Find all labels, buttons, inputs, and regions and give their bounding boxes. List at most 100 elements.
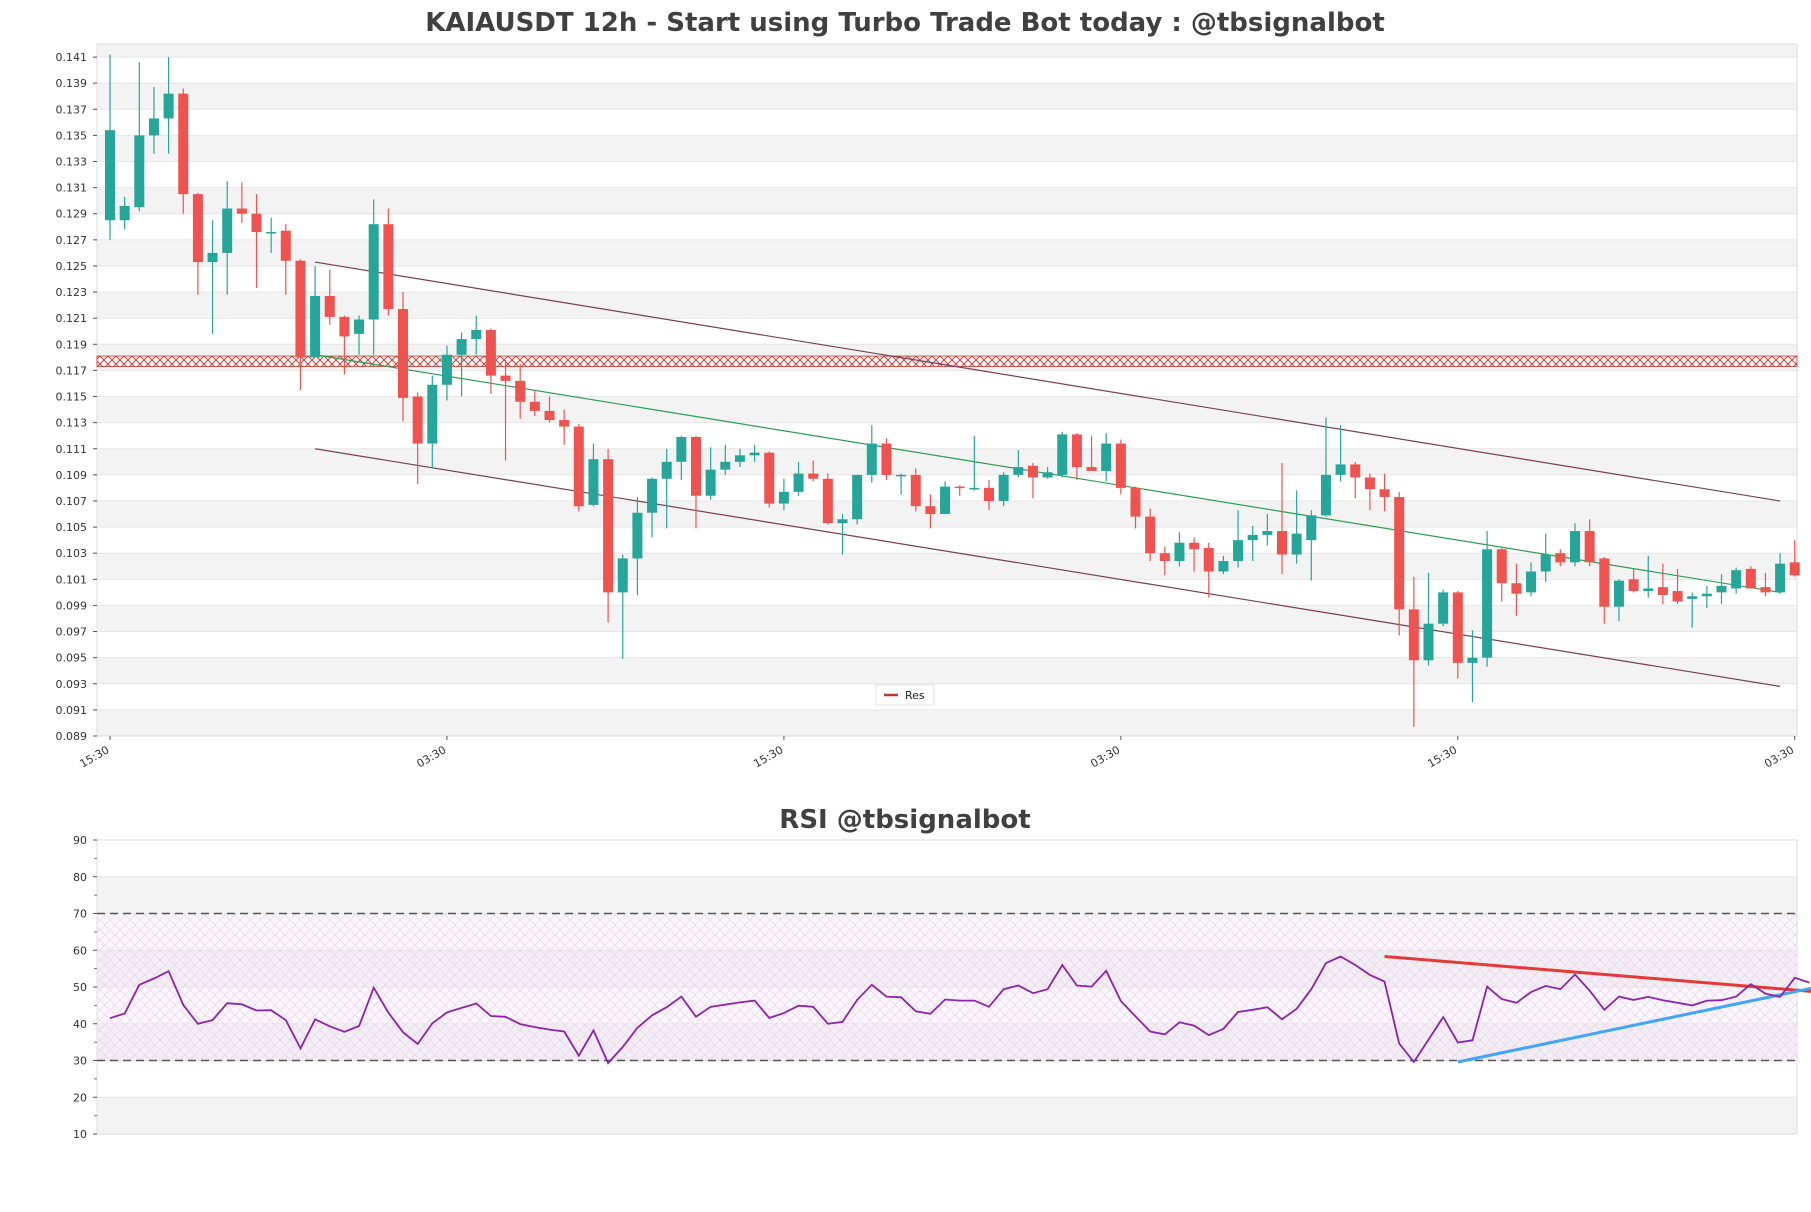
candle (1277, 463, 1287, 575)
candle-body (485, 329, 496, 376)
price-grid-band (97, 605, 1797, 632)
candle-body (1394, 497, 1405, 610)
price-y-tick-label: 0.093 (56, 678, 88, 691)
candle (500, 359, 511, 461)
price-y-tick-label: 0.133 (56, 156, 88, 169)
price-y-tick-label: 0.111 (56, 443, 88, 456)
candle-body (295, 260, 306, 358)
candle-body (207, 252, 218, 263)
candle-body (896, 474, 907, 477)
candle-body (1320, 474, 1331, 516)
candle-body (456, 339, 467, 355)
candle-body (500, 375, 511, 381)
candle (837, 514, 848, 555)
candle-body (1159, 553, 1170, 562)
candle (1189, 537, 1200, 572)
price-y-axis: 0.089 0.091 0.093 0.095 0.097 0.099 0.101 0.103… (56, 51, 97, 743)
price-y-tick-label: 0.121 (56, 312, 88, 325)
candle (1306, 510, 1317, 581)
candle (148, 87, 159, 154)
candle (896, 473, 907, 495)
rsi-y-tick-label: 10 (73, 1128, 87, 1141)
rsi-neutral-zone (97, 913, 1797, 1061)
price-y-tick-label: 0.117 (56, 364, 88, 377)
candle-body (852, 474, 863, 520)
price-grid-band (97, 553, 1797, 580)
price-x-axis: 15:30 03:30 15:30 03:30 15:30 03:30 (78, 736, 1796, 770)
candle (1570, 523, 1580, 567)
candle (1452, 591, 1463, 679)
candle-body (178, 93, 189, 195)
candle-body (1189, 542, 1200, 550)
candle (1350, 461, 1361, 499)
candle-body (705, 469, 716, 496)
candle-body (749, 452, 760, 456)
price-grid-band (97, 239, 1797, 266)
candle-body (1775, 563, 1786, 593)
price-y-tick-label: 0.123 (56, 286, 88, 299)
candle-body (1203, 547, 1214, 572)
candle (1057, 431, 1068, 478)
candle-body (1745, 568, 1756, 589)
candle-body (617, 558, 628, 593)
candle (1496, 547, 1507, 602)
price-grid-band (97, 187, 1797, 214)
candle (1555, 549, 1566, 567)
candle-body (398, 309, 408, 398)
price-y-tick-label: 0.125 (56, 260, 88, 273)
price-plot-frame (96, 43, 1798, 737)
price-grid-band (97, 396, 1797, 423)
price-y-tick-label: 0.131 (56, 182, 88, 195)
price-y-tick-label: 0.129 (56, 208, 88, 221)
candle (1540, 533, 1551, 582)
candle (119, 196, 130, 230)
price-y-tick-label: 0.115 (56, 391, 88, 404)
candle-body (1233, 540, 1244, 562)
candle-body (1101, 443, 1112, 471)
candle (778, 478, 789, 511)
price-x-tick-label: 03:30 (1762, 743, 1796, 770)
candle (1174, 532, 1185, 567)
candle (251, 194, 262, 289)
candle-body (998, 474, 1009, 501)
candle (105, 54, 115, 240)
candle (1262, 514, 1273, 546)
price-y-tick-label: 0.097 (56, 626, 88, 639)
candle-body (1701, 593, 1712, 597)
candle (134, 62, 145, 212)
candle-body (1247, 534, 1258, 541)
candle-body (676, 437, 687, 462)
candle (603, 448, 614, 623)
candle-body (661, 461, 672, 479)
candle-body (354, 319, 365, 334)
price-y-tick-label: 0.105 (56, 521, 88, 534)
price-grid-band (97, 135, 1797, 162)
candle (1394, 491, 1405, 636)
candle-body (134, 135, 145, 208)
candle (866, 425, 877, 483)
candle (441, 345, 452, 401)
candle (1218, 555, 1229, 575)
candle-body (339, 316, 350, 337)
candle-body (1350, 464, 1361, 478)
price-y-tick-label: 0.119 (56, 338, 88, 351)
candle (1789, 540, 1800, 577)
candle (691, 435, 701, 529)
candle (1320, 417, 1331, 517)
candle (1203, 542, 1214, 598)
candle (720, 444, 731, 475)
price-grid-bands (97, 44, 1797, 737)
candle (910, 468, 921, 512)
price-y-tick-label: 0.103 (56, 547, 88, 560)
candle-body (1115, 443, 1126, 488)
candle (1086, 435, 1097, 471)
candle-body (163, 93, 174, 119)
rsi-y-tick-label: 80 (73, 871, 87, 884)
candle-body (984, 487, 994, 501)
candle (793, 461, 804, 496)
candle-body (1555, 553, 1566, 563)
legend-box (875, 684, 935, 706)
candle (456, 332, 467, 397)
